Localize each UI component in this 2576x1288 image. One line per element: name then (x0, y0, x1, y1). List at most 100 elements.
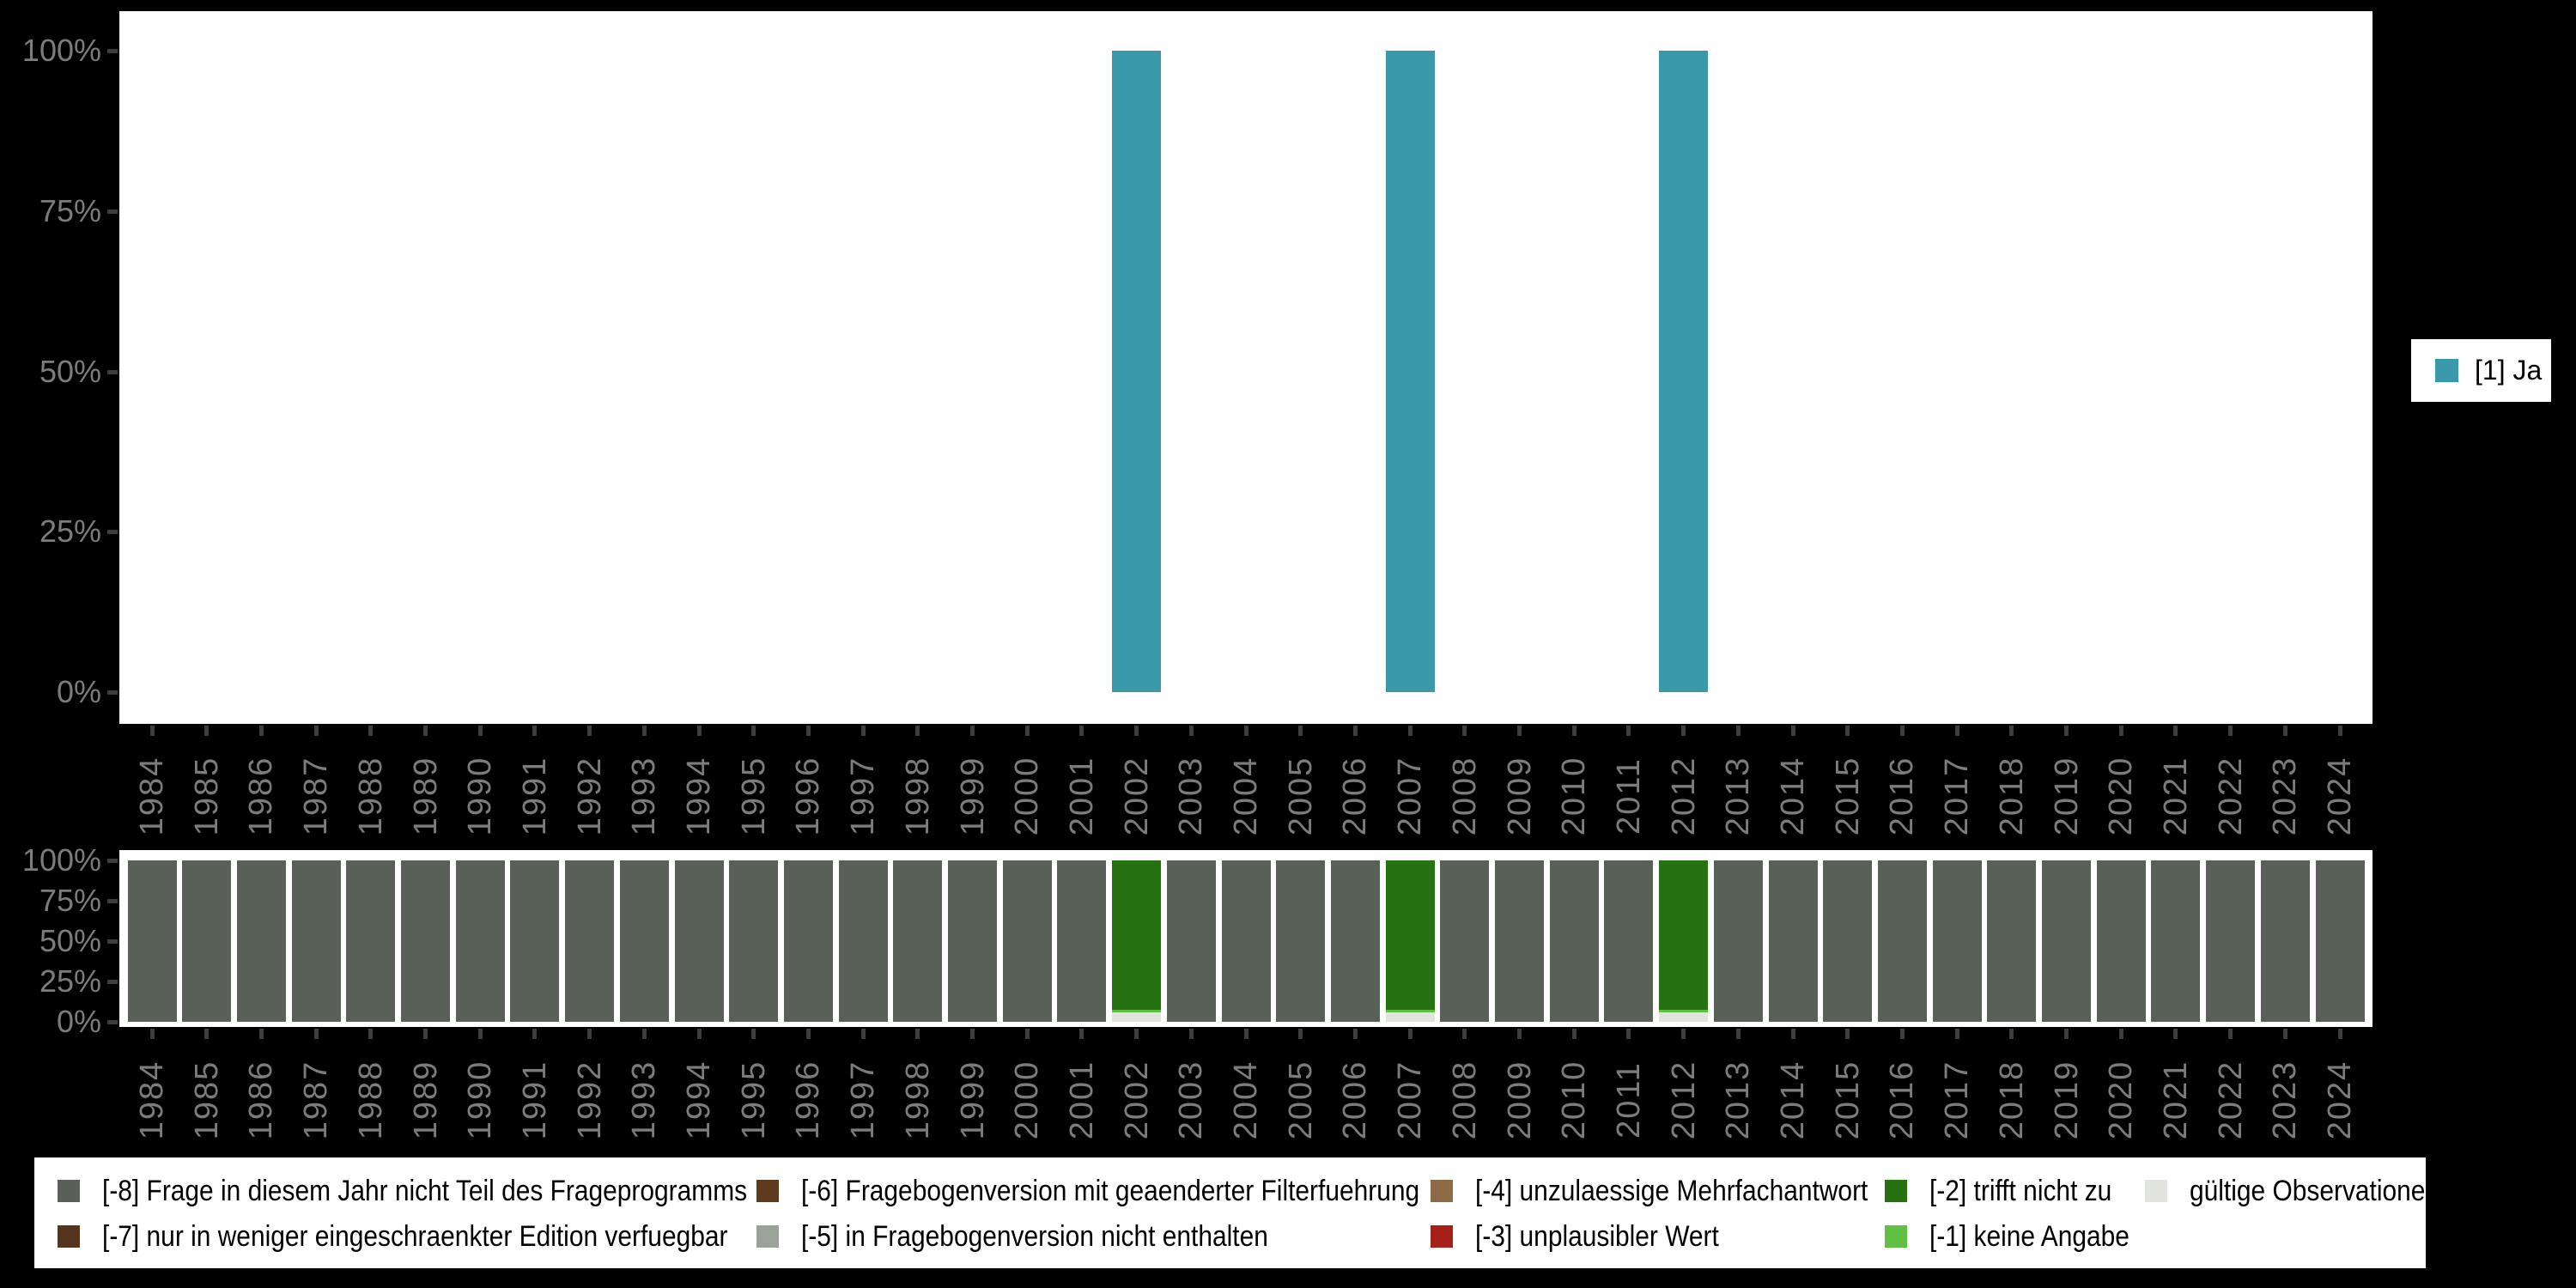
y-axis-pct-label: 50% (39, 353, 101, 389)
x-axis-year-label: 2023 (2267, 1060, 2304, 1140)
legend-swatch--3 (1431, 1225, 1453, 1248)
x-tick (751, 1029, 756, 1039)
x-axis-year-label: 2020 (2103, 1060, 2140, 1140)
x-axis-year-label: 1998 (899, 756, 936, 836)
bar-2017---8-Frage-in-diesem-Jahr-nicht-Teil-des-Frageprogramms (1932, 860, 1982, 1022)
bar-1995---8-Frage-in-diesem-Jahr-nicht-Teil-des-Frageprogramms (729, 860, 779, 1022)
bar-1985---8-Frage-in-diesem-Jahr-nicht-Teil-des-Frageprogramms (182, 860, 232, 1022)
bar-2023---8-Frage-in-diesem-Jahr-nicht-Teil-des-Frageprogramms (2260, 860, 2310, 1022)
legend-label: [-1] keine Angabe (1929, 1220, 2129, 1253)
x-tick (587, 1029, 592, 1039)
legend-label: [-5] in Fragebogenversion nicht enthalte… (801, 1220, 1268, 1253)
bar-2015---8-Frage-in-diesem-Jahr-nicht-Teil-des-Frageprogramms (1823, 860, 1873, 1022)
y-tick (107, 369, 118, 374)
x-axis-year-label: 2021 (2157, 756, 2194, 836)
x-tick (258, 726, 264, 736)
x-axis-year-label: 2007 (1392, 756, 1429, 836)
y-tick (107, 49, 118, 53)
x-tick (1352, 1029, 1358, 1039)
legend-swatch--4 (1431, 1180, 1453, 1202)
x-tick (204, 726, 210, 736)
legend-swatch--1 (1885, 1225, 1907, 1248)
bar-2008---8-Frage-in-diesem-Jahr-nicht-Teil-des-Frageprogramms (1440, 860, 1490, 1022)
bar-2020---8-Frage-in-diesem-Jahr-nicht-Teil-des-Frageprogramms (2096, 860, 2146, 1022)
bar-2005---8-Frage-in-diesem-Jahr-nicht-Teil-des-Frageprogramms (1276, 860, 1326, 1022)
x-tick (1681, 726, 1686, 736)
x-axis-year-label: 1999 (954, 1060, 991, 1140)
x-axis-year-label: 1995 (735, 1060, 772, 1140)
x-axis-year-label: 1997 (845, 1060, 882, 1140)
x-tick (2337, 726, 2342, 736)
x-tick (1079, 726, 1084, 736)
x-axis-year-label: 1990 (462, 1060, 499, 1140)
x-axis-year-label: 2020 (2103, 756, 2140, 836)
x-axis-year-label: 2014 (1775, 756, 1811, 836)
x-axis-year-label: 1994 (681, 756, 717, 836)
x-axis-year-label: 2000 (1009, 756, 1046, 836)
x-tick (2337, 1029, 2342, 1039)
x-axis-year-label: 2017 (1939, 756, 1976, 836)
bar-2000---8-Frage-in-diesem-Jahr-nicht-Teil-des-Frageprogramms (1002, 860, 1052, 1022)
x-tick (1407, 1029, 1413, 1039)
x-tick (751, 726, 756, 736)
x-tick (1024, 726, 1030, 736)
legend-swatch--7 (58, 1225, 80, 1248)
x-axis-year-label: 1988 (352, 756, 389, 836)
bar-2010---8-Frage-in-diesem-Jahr-nicht-Teil-des-Frageprogramms (1549, 860, 1599, 1022)
x-axis-year-label: 1984 (134, 756, 170, 836)
bar-2001---8-Frage-in-diesem-Jahr-nicht-Teil-des-Frageprogramms (1057, 860, 1107, 1022)
x-axis-year-label: 2013 (1720, 1060, 1757, 1140)
x-tick (1845, 726, 1850, 736)
x-tick (1735, 1029, 1741, 1039)
bar-1989---8-Frage-in-diesem-Jahr-nicht-Teil-des-Frageprogramms (401, 860, 450, 1022)
x-tick (1188, 726, 1194, 736)
bar-2002-ja (1112, 51, 1162, 692)
x-tick (1681, 1029, 1686, 1039)
x-tick (2118, 1029, 2123, 1039)
bar-2021---8-Frage-in-diesem-Jahr-nicht-Teil-des-Frageprogramms (2151, 860, 2201, 1022)
x-tick (805, 726, 811, 736)
x-axis-year-label: 2024 (2322, 1060, 2358, 1140)
x-axis-year-label: 1994 (681, 1060, 717, 1140)
x-axis-year-label: 1986 (243, 756, 280, 836)
x-axis-year-label: 2013 (1720, 756, 1757, 836)
x-tick (1626, 1029, 1631, 1039)
legend-label: [-6] Fragebogenversion mit geaenderter F… (801, 1175, 1420, 1207)
bar-2012-g-ltige-Observationen (1659, 1012, 1709, 1022)
x-tick (696, 726, 702, 736)
x-tick (1571, 726, 1577, 736)
x-tick (1899, 1029, 1905, 1039)
legend-label: [-2] trifft nicht zu (1929, 1175, 2112, 1207)
legend-label: gültige Observationen (2190, 1175, 2440, 1207)
bar-2012-ja (1659, 51, 1709, 692)
y-tick (107, 530, 118, 535)
x-tick (1517, 1029, 1522, 1039)
bar-1994---8-Frage-in-diesem-Jahr-nicht-Teil-des-Frageprogramms (674, 860, 724, 1022)
x-tick (1954, 1029, 1959, 1039)
bar-1996---8-Frage-in-diesem-Jahr-nicht-Teil-des-Frageprogramms (783, 860, 833, 1022)
x-axis-year-label: 1998 (899, 1060, 936, 1140)
x-tick (2173, 1029, 2178, 1039)
x-tick (532, 1029, 538, 1039)
y-axis-pct-label: 100% (21, 842, 101, 878)
x-tick (1517, 726, 1522, 736)
x-axis-year-label: 1989 (407, 756, 444, 836)
y-tick (107, 209, 118, 214)
x-tick (2064, 1029, 2069, 1039)
bar-2004---8-Frage-in-diesem-Jahr-nicht-Teil-des-Frageprogramms (1221, 860, 1271, 1022)
legend-label-ja: [1] Ja (2475, 355, 2543, 386)
x-axis-year-label: 2001 (1063, 1060, 1100, 1140)
x-tick (149, 1029, 155, 1039)
x-axis-year-label: 2016 (1884, 1060, 1921, 1140)
x-tick (1462, 726, 1467, 736)
x-axis-year-label: 1996 (790, 756, 827, 836)
x-tick (1626, 726, 1631, 736)
x-tick (1188, 1029, 1194, 1039)
x-tick (313, 1029, 319, 1039)
x-axis-year-label: 2009 (1501, 1060, 1538, 1140)
x-axis-year-label: 2006 (1337, 1060, 1374, 1140)
y-axis-pct-label: 75% (39, 883, 101, 918)
x-tick (860, 1029, 866, 1039)
bar-1987---8-Frage-in-diesem-Jahr-nicht-Teil-des-Frageprogramms (291, 860, 341, 1022)
